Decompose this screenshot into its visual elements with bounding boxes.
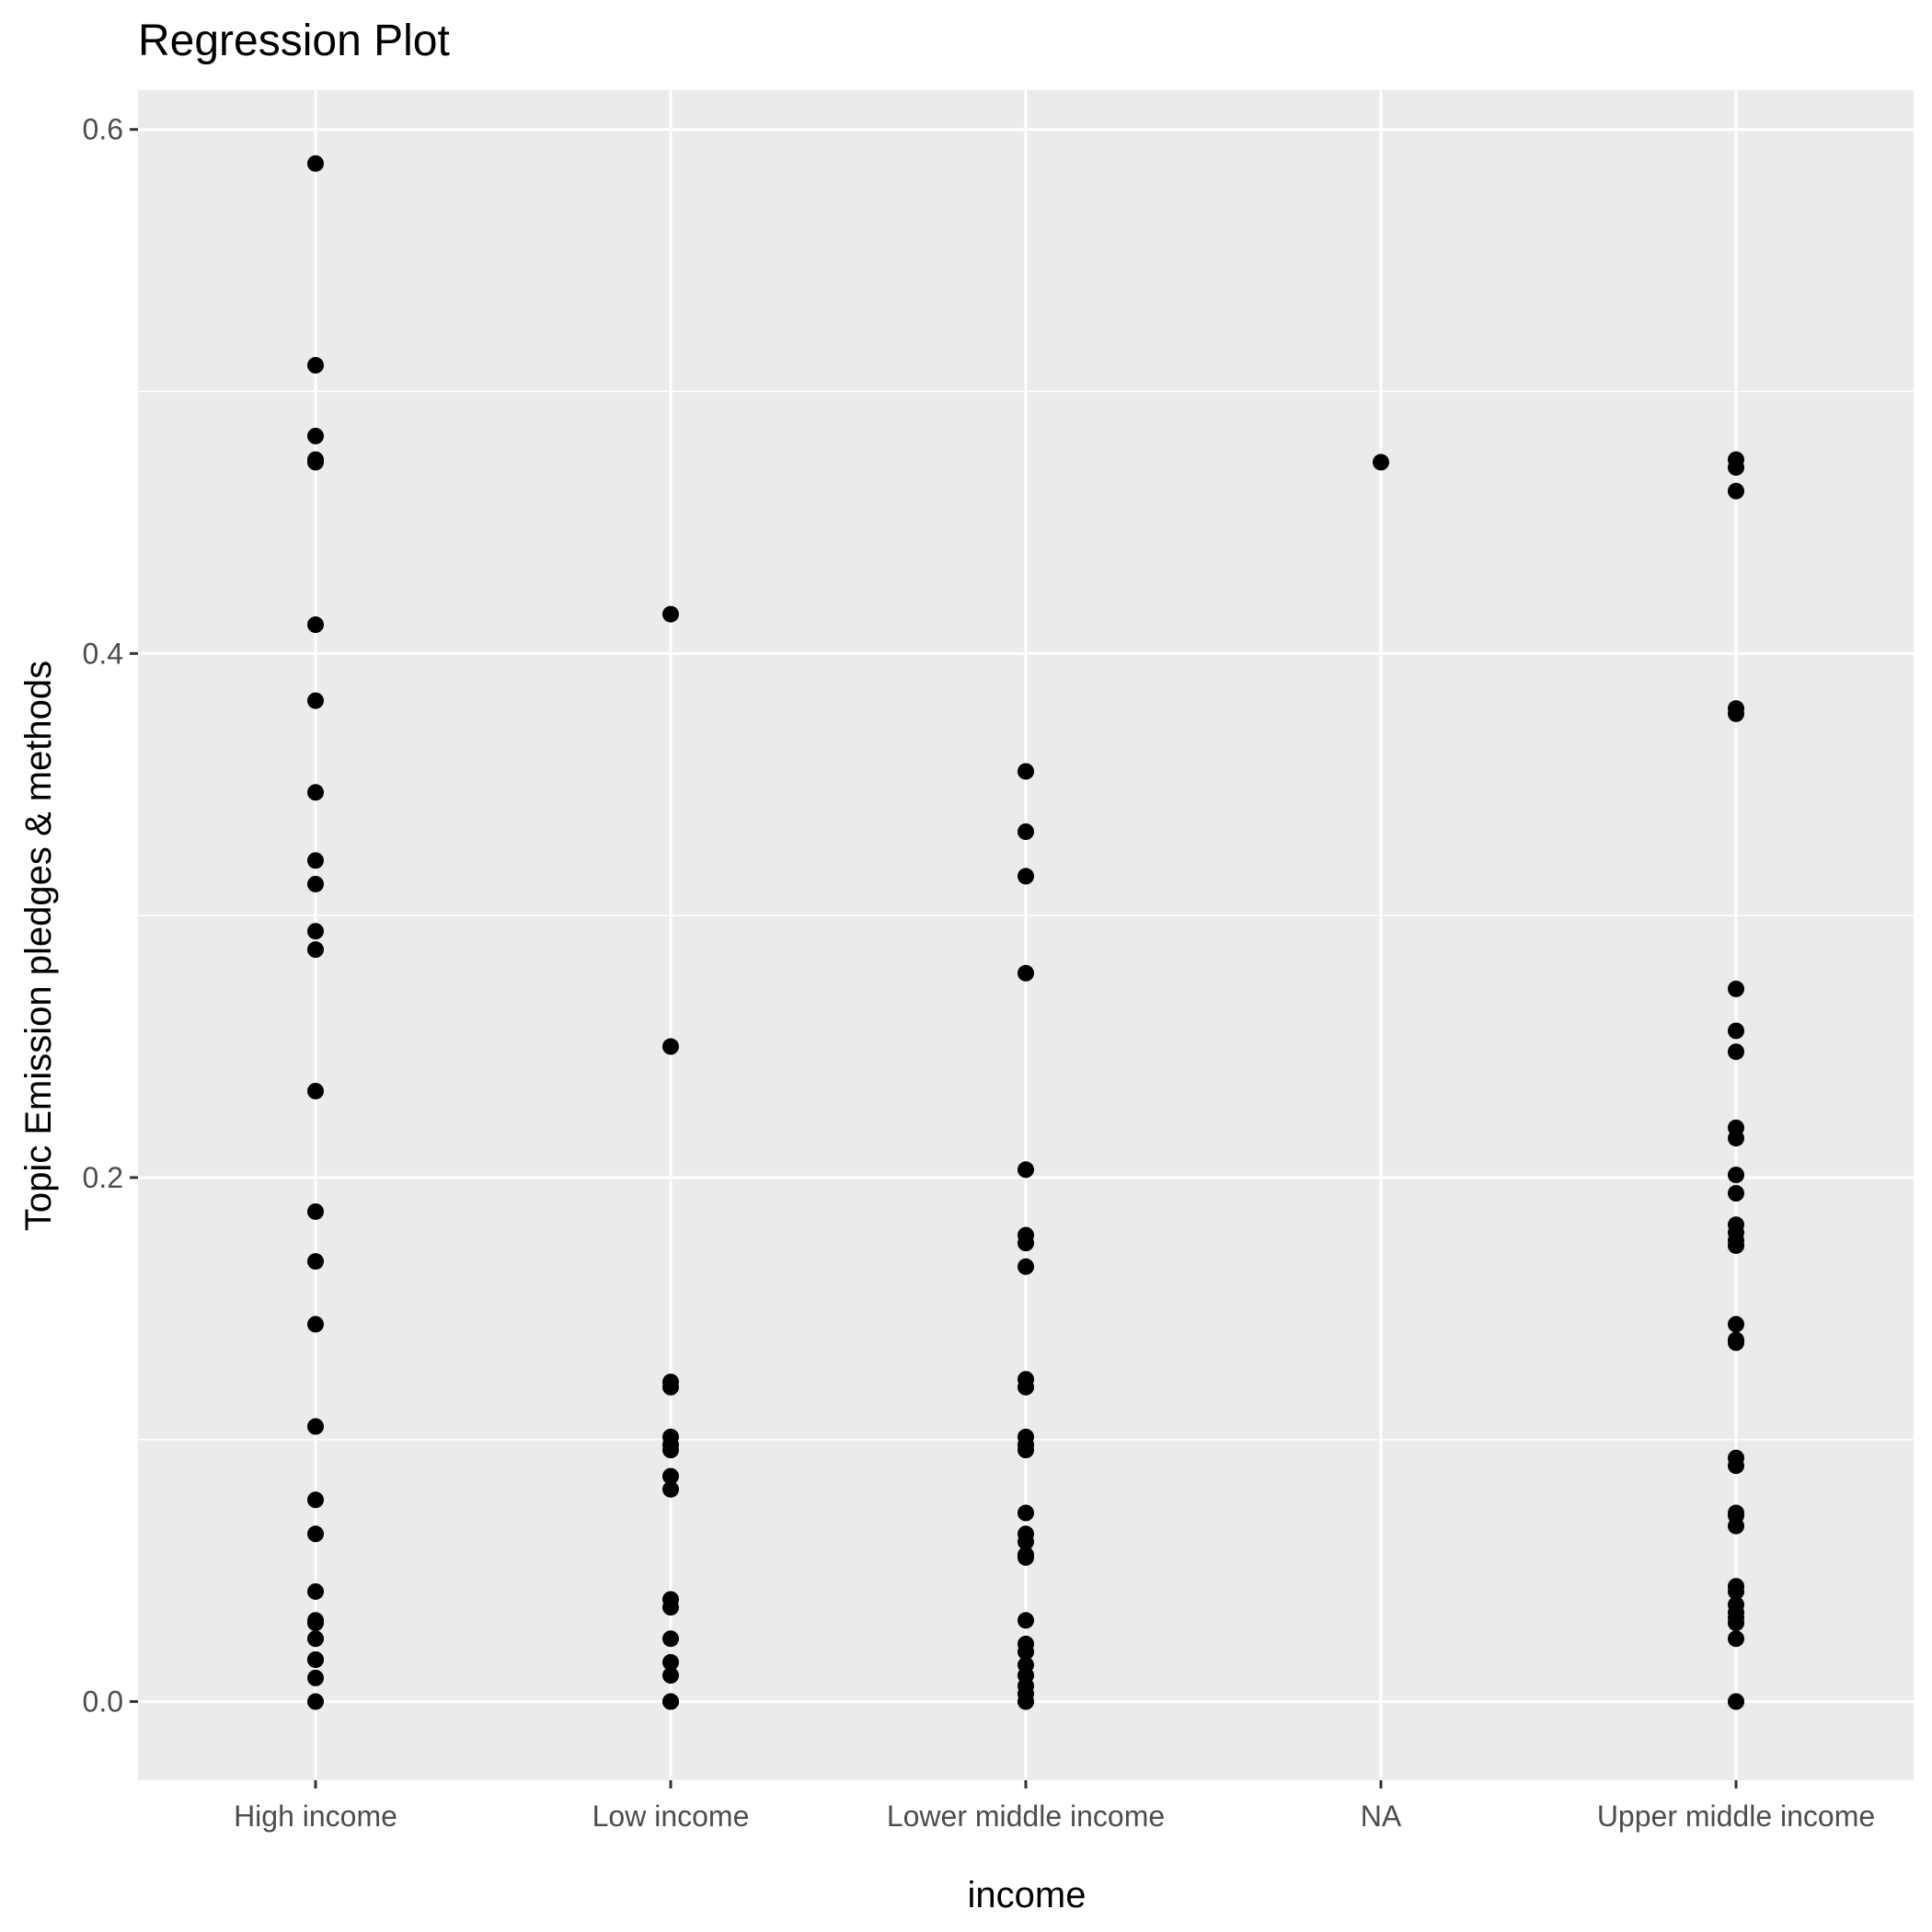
data-point bbox=[307, 941, 324, 959]
data-point bbox=[307, 1630, 324, 1648]
data-point bbox=[1018, 763, 1034, 780]
chart-title: Regression Plot bbox=[138, 17, 450, 65]
data-point bbox=[307, 454, 324, 471]
data-point bbox=[1373, 454, 1389, 471]
data-point bbox=[1728, 1334, 1744, 1351]
data-point bbox=[1728, 1630, 1744, 1648]
data-point bbox=[1018, 964, 1034, 982]
data-point bbox=[307, 1615, 324, 1632]
data-point bbox=[1728, 1615, 1744, 1632]
data-point bbox=[662, 1467, 679, 1485]
data-point bbox=[307, 1418, 324, 1435]
data-point bbox=[662, 1442, 679, 1459]
data-point bbox=[1728, 1043, 1744, 1061]
y-tick-label: 0.6 bbox=[83, 113, 123, 146]
x-tick-label: NA bbox=[1361, 1800, 1402, 1833]
x-tick-label: High income bbox=[234, 1800, 397, 1833]
data-point bbox=[662, 1667, 679, 1685]
data-point bbox=[1728, 482, 1744, 500]
data-point bbox=[662, 605, 679, 623]
data-point bbox=[307, 1650, 324, 1668]
data-points bbox=[307, 155, 1744, 1710]
data-point bbox=[1018, 868, 1034, 885]
data-point bbox=[1728, 705, 1744, 722]
data-point bbox=[1018, 1504, 1034, 1522]
data-point bbox=[1728, 1167, 1744, 1184]
data-point bbox=[307, 852, 324, 869]
data-point bbox=[1018, 1693, 1034, 1710]
y-tick-label: 0.2 bbox=[83, 1161, 123, 1194]
data-point bbox=[662, 1693, 679, 1710]
data-point bbox=[307, 1491, 324, 1509]
data-point bbox=[1018, 1161, 1034, 1179]
data-point bbox=[1728, 980, 1744, 997]
data-point bbox=[1728, 1457, 1744, 1475]
data-point bbox=[1728, 1236, 1744, 1254]
data-point bbox=[307, 616, 324, 634]
data-point bbox=[1728, 1185, 1744, 1202]
x-tick-label: Upper middle income bbox=[1597, 1800, 1875, 1833]
y-tick-label: 0.0 bbox=[83, 1685, 123, 1719]
data-point bbox=[307, 357, 324, 374]
data-point bbox=[662, 1480, 679, 1498]
data-point bbox=[662, 1599, 679, 1616]
data-point bbox=[307, 1525, 324, 1543]
data-point bbox=[1018, 1258, 1034, 1275]
data-point bbox=[1018, 1378, 1034, 1396]
x-tick-label: Lower middle income bbox=[887, 1800, 1165, 1833]
data-point bbox=[1728, 1582, 1744, 1600]
data-point bbox=[1728, 1693, 1744, 1710]
data-point bbox=[307, 1582, 324, 1600]
data-point bbox=[307, 1082, 324, 1099]
data-point bbox=[1728, 1130, 1744, 1147]
data-point bbox=[1018, 1643, 1034, 1661]
x-tick-label: Low income bbox=[592, 1800, 750, 1833]
data-point bbox=[1728, 1316, 1744, 1333]
data-point bbox=[307, 875, 324, 892]
data-point bbox=[307, 923, 324, 940]
data-point bbox=[1018, 1442, 1034, 1459]
data-point bbox=[662, 1378, 679, 1396]
y-axis-title: Topic Emission pledges & methods bbox=[18, 661, 59, 1231]
data-point bbox=[1728, 459, 1744, 477]
data-point bbox=[307, 692, 324, 709]
data-point bbox=[1018, 1548, 1034, 1566]
data-point bbox=[1728, 1517, 1744, 1535]
y-tick-label: 0.4 bbox=[83, 637, 123, 670]
data-point bbox=[1018, 1533, 1034, 1550]
data-point bbox=[662, 1653, 679, 1671]
data-point bbox=[307, 1693, 324, 1710]
data-point bbox=[307, 427, 324, 444]
data-point bbox=[307, 784, 324, 801]
data-point bbox=[662, 1038, 679, 1055]
data-point bbox=[1018, 823, 1034, 841]
data-point bbox=[307, 1202, 324, 1220]
data-point bbox=[307, 1669, 324, 1686]
data-point bbox=[1018, 1235, 1034, 1252]
data-point bbox=[307, 155, 324, 172]
data-point bbox=[1728, 1022, 1744, 1040]
data-point bbox=[662, 1630, 679, 1648]
x-axis: High income Low income Lower middle income… bbox=[234, 1780, 1875, 1833]
data-point bbox=[307, 1316, 324, 1333]
x-axis-title: income bbox=[968, 1875, 1087, 1915]
data-point bbox=[307, 1253, 324, 1271]
y-axis: 0.0 0.2 0.4 0.6 bbox=[83, 113, 138, 1719]
data-point bbox=[1018, 1612, 1034, 1629]
